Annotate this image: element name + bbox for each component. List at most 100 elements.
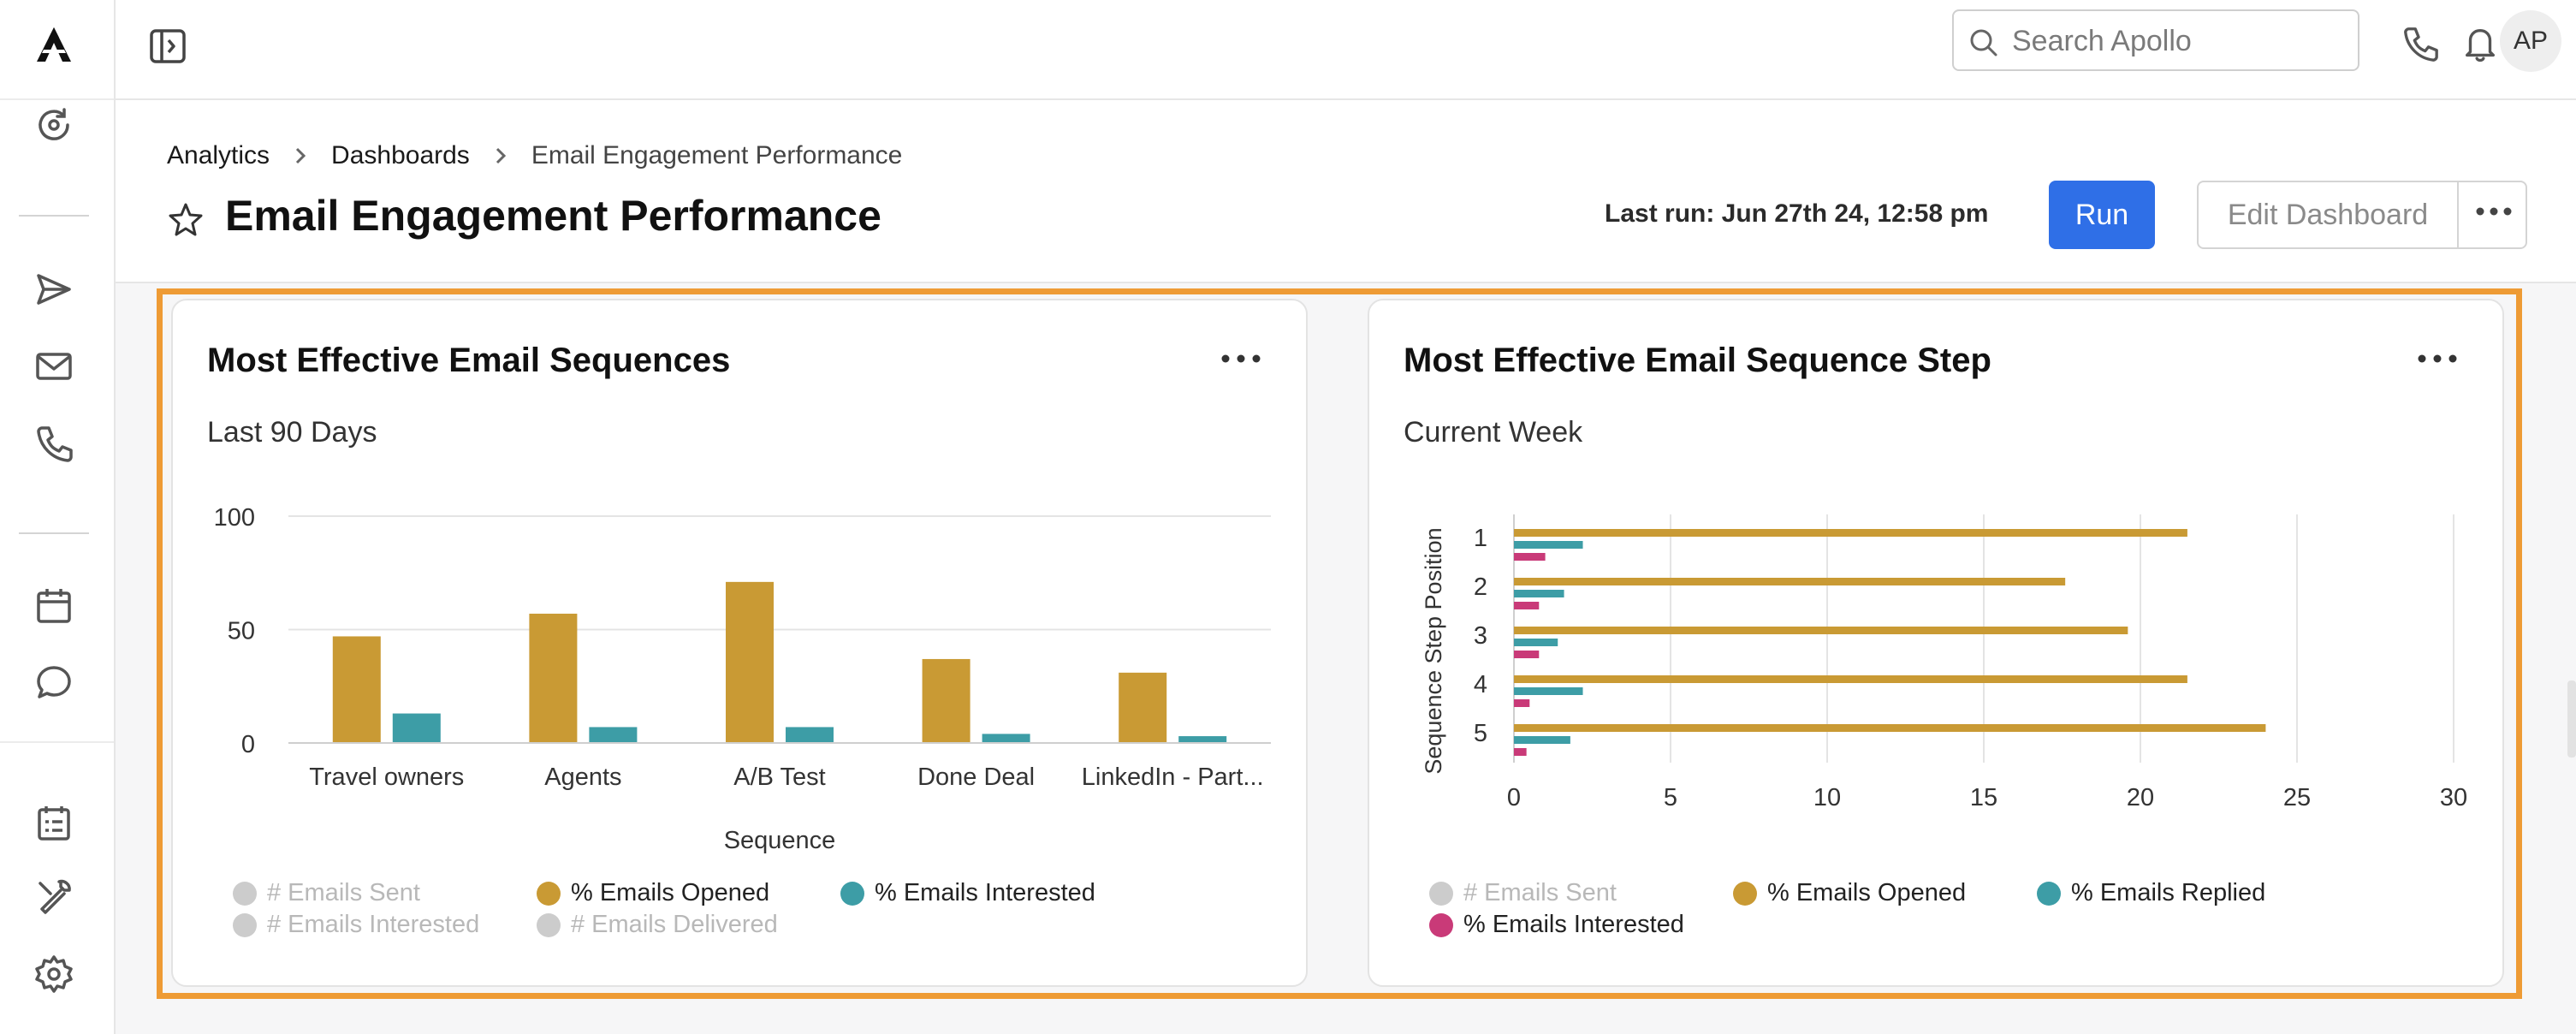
breadcrumb-analytics[interactable]: Analytics [167, 141, 270, 169]
legend-swatch [840, 881, 864, 906]
send-icon[interactable] [33, 269, 74, 310]
legend-item[interactable]: # Emails Delivered [537, 911, 778, 939]
dashboard-header: Analytics Dashboards Email Engagement Pe… [116, 100, 2576, 283]
gear-icon[interactable] [33, 954, 74, 995]
y-tick-label: 50 [228, 618, 255, 645]
bar-replied [1514, 590, 1564, 597]
x-tick-label: A/B Test [733, 764, 825, 791]
x-tick-label: Done Deal [917, 764, 1035, 791]
legend-swatch [233, 881, 257, 906]
bar-interested [1514, 748, 1527, 756]
card-subtitle: Current Week [1404, 416, 1583, 449]
card-more-icon[interactable] [1220, 354, 1261, 364]
star-icon[interactable] [167, 201, 205, 239]
legend-label: # Emails Interested [267, 911, 480, 938]
chevron-right-icon [496, 147, 506, 164]
bar-opened [1514, 578, 2066, 585]
scrollbar[interactable] [2567, 680, 2576, 758]
sidebar-divider [0, 98, 114, 100]
top-bar: AP [116, 0, 2576, 100]
mail-icon[interactable] [33, 346, 74, 387]
run-button[interactable]: Run [2049, 181, 2155, 249]
bar-replied [1514, 687, 1583, 695]
edit-dashboard-button[interactable]: Edit Dashboard [2197, 181, 2459, 249]
legend-label: # Emails Sent [267, 879, 420, 906]
x-tick-label: 10 [1813, 784, 1841, 811]
bar-opened [1514, 627, 2128, 634]
legend-item[interactable]: % Emails Interested [1429, 911, 1684, 939]
legend-label: % Emails Opened [571, 879, 770, 906]
search-input[interactable] [2010, 20, 2347, 62]
phone-icon[interactable] [2401, 24, 2440, 63]
sidebar-divider [0, 741, 114, 743]
legend-item[interactable]: # Emails Sent [233, 879, 420, 907]
card-most-effective-sequences: Most Effective Email Sequences Last 90 D… [171, 299, 1308, 987]
last-run-text: Last run: Jun 27th 24, 12:58 pm [1605, 199, 1989, 228]
page-title: Email Engagement Performance [225, 192, 881, 240]
x-tick-label: 25 [2283, 784, 2311, 811]
search-icon [1970, 29, 1997, 56]
x-tick-label: Agents [544, 764, 621, 791]
y-tick-label: 100 [214, 504, 255, 532]
legend-label: % Emails Interested [875, 879, 1095, 906]
panel-toggle-icon[interactable] [147, 26, 188, 67]
bar-opened [529, 613, 578, 743]
bar-interested [1514, 651, 1540, 658]
search-box[interactable] [1952, 9, 2359, 71]
bar-interested [392, 713, 441, 743]
calendar-icon[interactable] [33, 585, 74, 627]
x-tick-label: 20 [2127, 784, 2154, 811]
card-subtitle: Last 90 Days [207, 416, 377, 449]
bar-opened [1514, 724, 2266, 732]
phone-icon[interactable] [33, 423, 74, 464]
bar-replied [1514, 736, 1570, 744]
x-tick-label: 5 [1664, 784, 1677, 811]
card-more-icon[interactable] [2417, 354, 2458, 364]
tools-icon[interactable] [33, 877, 74, 918]
bar-interested [1514, 602, 1540, 609]
bar-replied [1514, 541, 1583, 549]
legend-swatch [537, 912, 561, 937]
legend-swatch [1733, 881, 1757, 906]
legend-item[interactable]: % Emails Replied [2037, 879, 2265, 907]
bar-interested [1514, 699, 1530, 707]
sidebar [0, 0, 116, 1034]
y-tick-label: 0 [241, 731, 255, 758]
bar-interested [1178, 736, 1227, 743]
legend-label: # Emails Delivered [571, 911, 778, 938]
legend-item[interactable]: % Emails Interested [840, 879, 1095, 907]
legend-label: % Emails Opened [1767, 879, 1967, 906]
task-list-icon[interactable] [33, 803, 74, 844]
breadcrumb-current: Email Engagement Performance [531, 141, 903, 169]
legend-swatch [537, 881, 561, 906]
sidebar-divider [19, 215, 89, 217]
chat-icon[interactable] [33, 663, 74, 704]
bar-opened [1514, 529, 2187, 537]
bar-interested [786, 727, 834, 743]
avatar[interactable]: AP [2500, 10, 2561, 72]
bell-icon[interactable] [2460, 24, 2500, 63]
y-tick-label: 5 [1474, 720, 1487, 747]
y-tick-label: 1 [1474, 525, 1487, 552]
step-horizontal-bar-chart: 0 5 10 15 20 25 30 1 2 3 4 5 Sequence Step Position [1421, 514, 2467, 811]
legend-item[interactable]: % Emails Opened [1733, 879, 1966, 907]
x-axis-label: Sequence [724, 827, 836, 854]
bar-interested [1514, 553, 1546, 561]
x-tick-label: 15 [1970, 784, 1997, 811]
card-title: Most Effective Email Sequence Step [1404, 342, 1991, 379]
bar-opened [726, 581, 774, 743]
legend-label: % Emails Replied [2071, 879, 2266, 906]
legend-swatch [2037, 881, 2061, 906]
apollo-logo-icon[interactable] [33, 24, 74, 65]
more-options-button[interactable] [2457, 181, 2527, 249]
bar-interested [589, 727, 638, 743]
legend-item[interactable]: # Emails Interested [233, 911, 479, 939]
chevron-right-icon [295, 147, 306, 164]
more-horizontal-icon [2476, 207, 2512, 216]
legend-item[interactable]: % Emails Opened [537, 879, 769, 907]
y-tick-label: 4 [1474, 671, 1487, 698]
refresh-icon[interactable] [33, 104, 74, 146]
legend-item[interactable]: # Emails Sent [1429, 879, 1617, 907]
breadcrumb-dashboards[interactable]: Dashboards [331, 141, 470, 169]
card-title: Most Effective Email Sequences [207, 342, 731, 379]
